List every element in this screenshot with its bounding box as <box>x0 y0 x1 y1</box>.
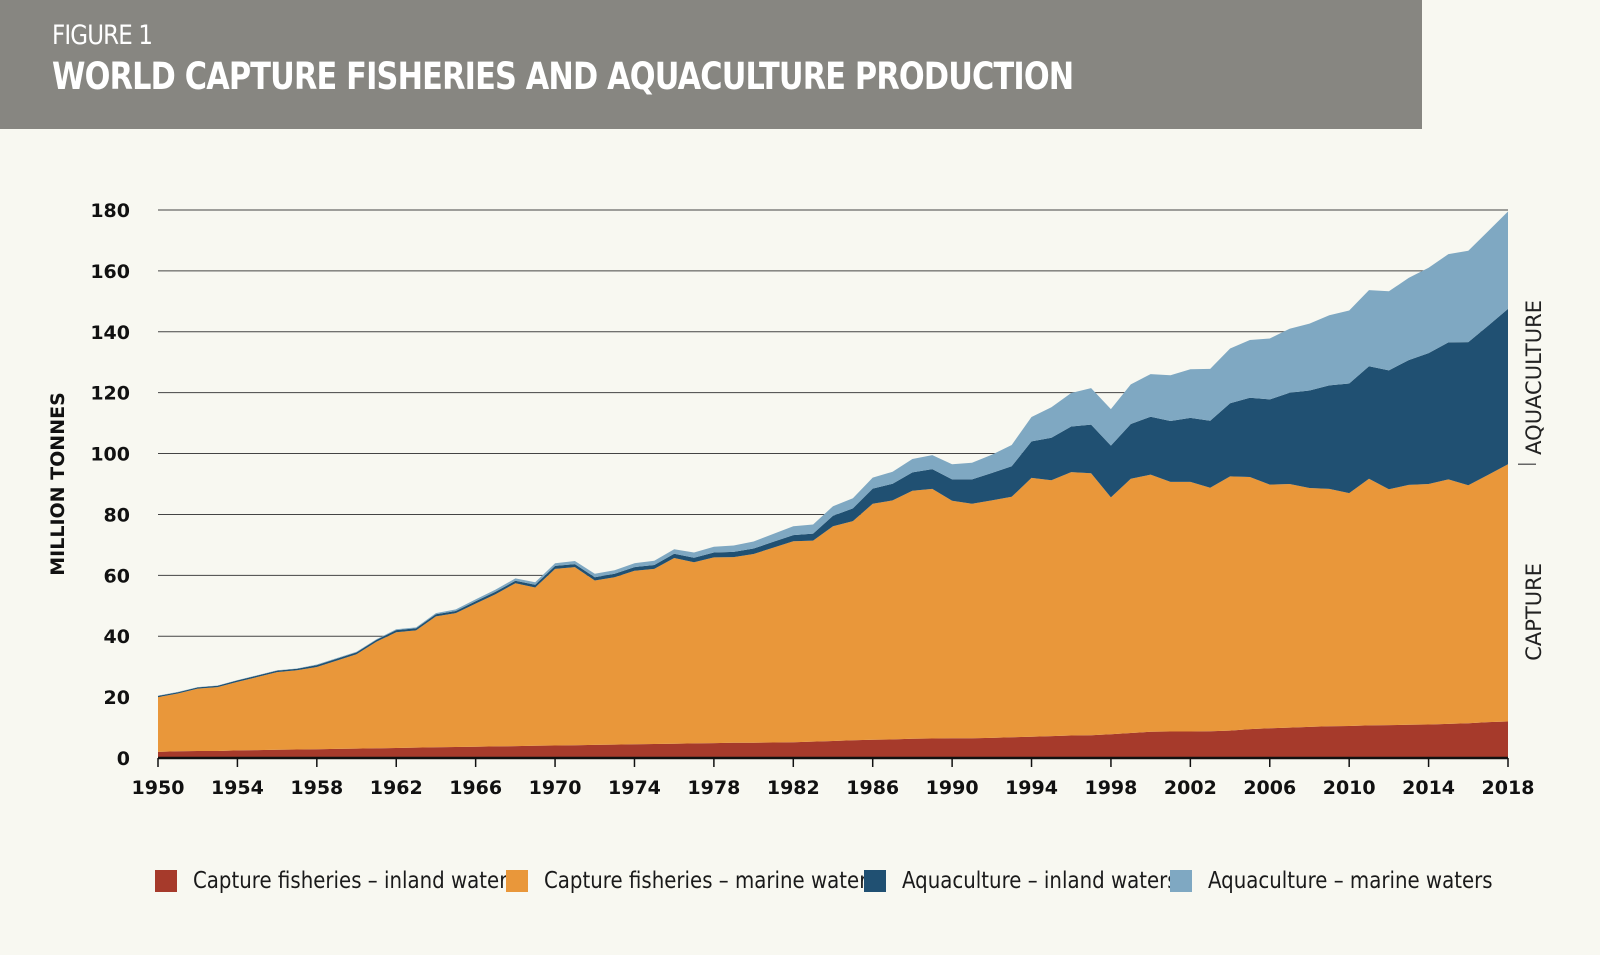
x-tick-label: 2018 <box>1482 777 1535 799</box>
legend-item: Aquaculture – marine waters <box>1170 868 1539 894</box>
legend-swatch <box>1170 870 1192 892</box>
y-tick-label: 160 <box>90 261 130 283</box>
legend-label: Aquaculture – marine waters <box>1208 868 1493 894</box>
right-label-capture: CAPTURE <box>1522 563 1546 661</box>
legend-item: Capture fisheries – marine waters <box>506 868 932 894</box>
legend-swatch <box>155 870 177 892</box>
chart-legend: Capture fisheries – inland waters Capture… <box>0 868 1600 908</box>
legend-item: Capture fisheries – inland waters <box>155 868 571 894</box>
y-tick-label: 0 <box>117 748 130 770</box>
figure-header: FIGURE 1 WORLD CAPTURE FISHERIES AND AQU… <box>0 0 1422 129</box>
legend-label: Capture fisheries – inland waters <box>193 868 518 894</box>
figure-number: FIGURE 1 <box>52 20 153 51</box>
x-tick-label: 1998 <box>1084 777 1137 799</box>
x-tick-label: 1958 <box>290 777 343 799</box>
x-tick-label: 1970 <box>529 777 582 799</box>
x-tick-label: 2002 <box>1164 777 1217 799</box>
x-tick-label: 2014 <box>1402 777 1455 799</box>
x-tick-label: 1950 <box>132 777 185 799</box>
y-tick-label: 180 <box>90 200 130 222</box>
y-tick-label: 60 <box>104 565 130 587</box>
figure-title: WORLD CAPTURE FISHERIES AND AQUACULTURE … <box>52 55 1074 98</box>
y-tick-label: 120 <box>90 383 130 405</box>
y-tick-label: 80 <box>104 504 130 526</box>
y-tick-label: 100 <box>90 444 130 466</box>
right-label-aquaculture: AQUACULTURE <box>1522 300 1546 455</box>
area-series-2 <box>158 464 1508 752</box>
x-tick-label: 1974 <box>608 777 661 799</box>
y-axis-label: MILLION TONNES <box>47 392 69 576</box>
y-tick-label: 40 <box>104 626 130 648</box>
legend-label: Aquaculture – inland waters <box>902 868 1178 894</box>
y-tick-label: 20 <box>104 687 130 709</box>
legend-swatch <box>864 870 886 892</box>
legend-label: Capture fisheries – marine waters <box>544 868 878 894</box>
y-tick-label: 140 <box>90 322 130 344</box>
x-tick-label: 1966 <box>449 777 502 799</box>
x-tick-label: 1962 <box>370 777 423 799</box>
x-tick-label: 2010 <box>1323 777 1376 799</box>
x-tick-label: 1982 <box>767 777 820 799</box>
x-tick-label: 1994 <box>1005 777 1058 799</box>
legend-item: Aquaculture – inland waters <box>864 868 1222 894</box>
x-tick-label: 1986 <box>846 777 899 799</box>
x-tick-label: 1954 <box>211 777 264 799</box>
x-tick-label: 2006 <box>1243 777 1296 799</box>
x-tick-label: 1990 <box>926 777 979 799</box>
x-tick-label: 1978 <box>687 777 740 799</box>
legend-swatch <box>506 870 528 892</box>
area-series-1 <box>158 721 1508 758</box>
